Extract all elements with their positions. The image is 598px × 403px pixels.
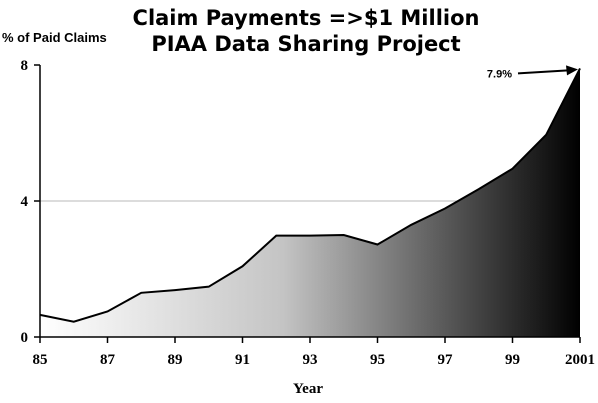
x-tick-label-91: 91 [235,352,250,368]
x-tick-label-95: 95 [370,352,385,368]
data-point-1994 [343,234,345,236]
y-tick-label-8: 8 [21,58,29,74]
data-point-2001 [579,67,581,69]
x-tick-label-89: 89 [168,352,183,368]
y-tick-label-0: 0 [21,330,29,346]
data-point-2000 [545,134,547,136]
data-point-1996 [410,224,412,226]
annotation-label: 7.9% [487,68,512,80]
chart-title: Claim Payments =>$1 Million [133,6,480,30]
annotation-arrow-head [566,65,578,76]
data-point-1993 [309,235,311,237]
data-point-1988 [140,292,142,294]
plot-area: 0 4 8 85 87 89 91 93 95 97 99 2001 7.9% [21,58,596,368]
data-point-1999 [512,168,514,170]
data-point-1997 [444,207,446,209]
annotation-arrow-shaft [517,69,569,75]
data-point-1995 [377,244,379,246]
x-tick-label-93: 93 [303,352,318,368]
x-tick-label-2001: 2001 [565,352,595,368]
y-axis-label: % of Paid Claims [2,30,107,45]
data-point-1986 [73,321,75,323]
data-point-1990 [208,286,210,288]
chart-subtitle: PIAA Data Sharing Project [151,32,460,56]
x-tick-label-99: 99 [505,352,520,368]
x-axis-label: Year [293,381,323,397]
data-point-1989 [174,289,176,291]
series-line [39,67,581,323]
data-point-1992 [275,235,277,237]
data-point-1987 [107,311,109,313]
y-tick-label-4: 4 [21,194,29,210]
x-tick-label-87: 87 [100,352,116,368]
x-tick-label-97: 97 [438,352,454,368]
x-tick-label-85: 85 [33,352,48,368]
data-point-1991 [242,265,244,267]
data-point-1998 [478,188,480,190]
area-fill [40,68,580,338]
